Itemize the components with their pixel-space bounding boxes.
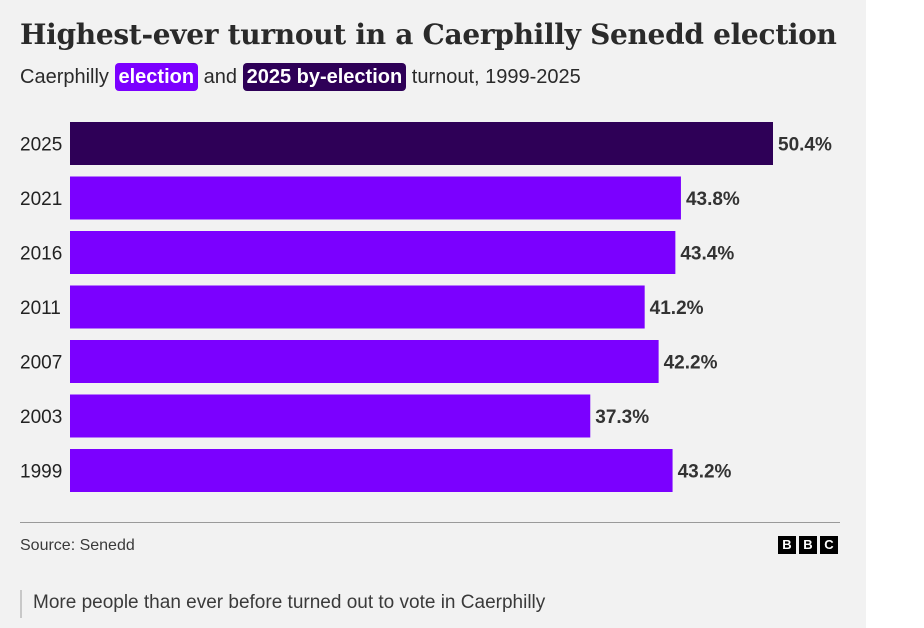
bar-1999 <box>70 449 673 492</box>
bar-chart: 2025 50.4% 2021 43.8% 2016 43.4% 2011 41.2% 2007… <box>20 122 832 492</box>
data-label: 41.2% <box>650 298 704 319</box>
subtitle-middle: and <box>203 66 238 88</box>
subtitle-prefix: Caerphilly <box>20 66 109 88</box>
chart-title: Highest-ever turnout in a Caerphilly Sen… <box>20 18 837 51</box>
data-label: 43.2% <box>678 462 732 483</box>
legend-by-election: 2025 by-election <box>242 63 407 91</box>
bar-2011 <box>70 285 645 329</box>
y-tick-label: 2021 <box>20 189 62 210</box>
legend-election: election <box>114 63 199 91</box>
logo-letter: C <box>820 536 838 554</box>
subtitle-suffix: turnout, 1999-2025 <box>411 66 581 88</box>
bar-2021 <box>70 176 681 220</box>
y-tick-label: 1999 <box>20 462 62 483</box>
bar-2025 <box>70 122 773 165</box>
chart-panel: Highest-ever turnout in a Caerphilly Sen… <box>0 0 866 628</box>
divider <box>20 522 840 523</box>
source-text: Source: Senedd <box>20 537 135 554</box>
data-label: 42.2% <box>664 353 718 374</box>
bbc-logo: B B C <box>778 536 838 554</box>
logo-letter: B <box>799 536 817 554</box>
chart-subtitle: Caerphilly election and 2025 by-election… <box>20 62 581 92</box>
y-tick-label: 2003 <box>20 407 62 428</box>
bar-2007 <box>70 340 659 383</box>
y-tick-label: 2007 <box>20 353 62 374</box>
bar-2003 <box>70 394 591 438</box>
y-tick-label: 2025 <box>20 135 62 156</box>
bar-2016 <box>70 231 676 274</box>
y-tick-label: 2011 <box>20 298 61 319</box>
image-caption: More people than ever before turned out … <box>33 592 546 613</box>
logo-letter: B <box>778 536 796 554</box>
data-label: 50.4% <box>778 135 832 156</box>
data-label: 43.8% <box>686 189 740 210</box>
y-tick-label: 2016 <box>20 244 62 265</box>
data-label: 37.3% <box>595 407 649 428</box>
caption-rule <box>20 590 22 618</box>
data-label: 43.4% <box>680 244 734 265</box>
